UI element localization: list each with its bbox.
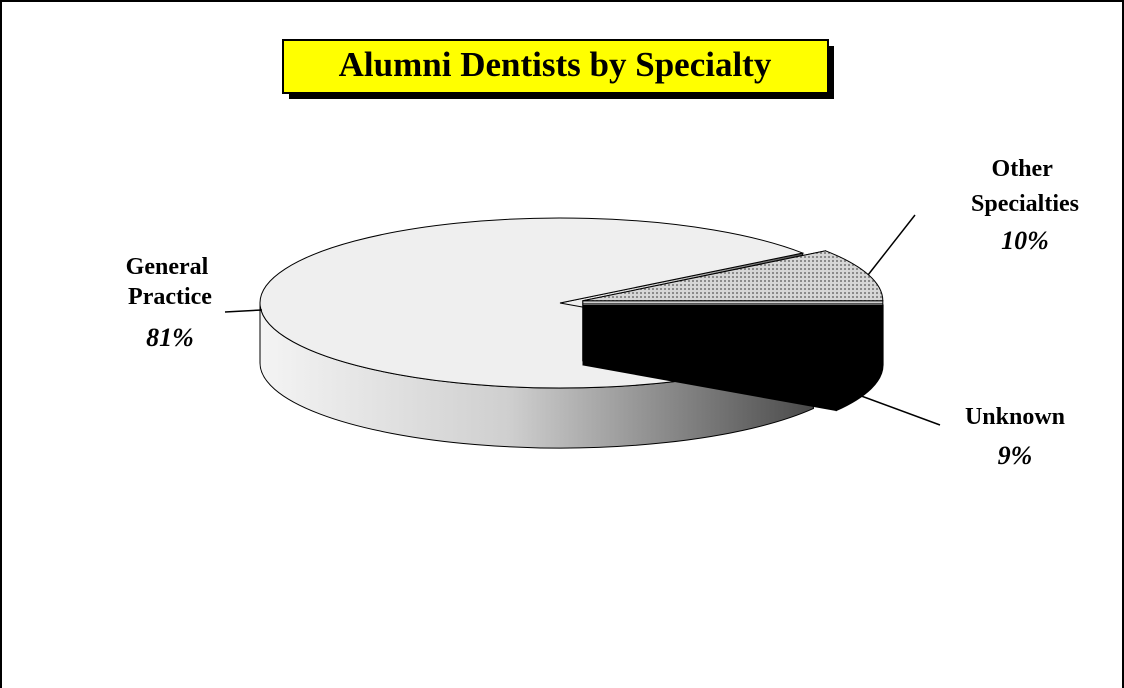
leader-line [867, 214, 916, 276]
leader-line [224, 309, 263, 313]
pie-slice [582, 304, 884, 352]
slice-value-label: 81% [146, 323, 194, 352]
slice-label: Other Specialties [971, 156, 1079, 217]
title-box [282, 39, 829, 94]
chart-title: Alumni Dentists by Specialty [339, 45, 772, 84]
pie [259, 217, 884, 449]
slice-label: Unknown [965, 404, 1065, 430]
slice-label: General Practice [126, 254, 215, 310]
leader-line [844, 389, 941, 426]
slice-value-label: 9% [998, 441, 1033, 470]
slice-value-label: 10% [1001, 226, 1049, 255]
